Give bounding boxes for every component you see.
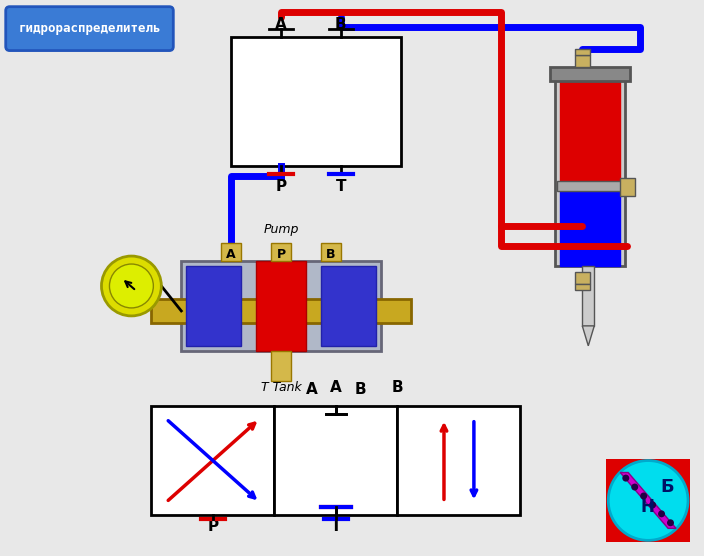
Text: A: A — [275, 17, 287, 32]
Text: P: P — [277, 248, 286, 261]
FancyBboxPatch shape — [6, 7, 173, 51]
Text: T: T — [331, 519, 341, 534]
Circle shape — [658, 510, 665, 517]
Circle shape — [640, 493, 647, 499]
Polygon shape — [620, 473, 676, 528]
Bar — [560, 77, 620, 186]
Bar — [575, 272, 590, 284]
Text: P: P — [275, 178, 287, 193]
Text: A: A — [330, 380, 341, 395]
Circle shape — [109, 264, 153, 308]
Bar — [275, 406, 398, 515]
Bar — [558, 181, 623, 191]
Bar — [575, 284, 590, 290]
Bar — [187, 266, 241, 346]
Circle shape — [631, 484, 639, 490]
Bar — [321, 243, 341, 261]
Bar — [620, 178, 635, 196]
Bar — [271, 351, 291, 381]
Text: B: B — [355, 382, 366, 397]
Bar — [321, 266, 376, 346]
Bar — [555, 77, 625, 266]
Text: гидрораспределитель: гидрораспределитель — [18, 22, 161, 35]
Bar — [606, 459, 690, 542]
Circle shape — [608, 460, 688, 540]
Text: P: P — [207, 519, 218, 534]
Bar — [151, 406, 275, 515]
Bar — [221, 243, 241, 261]
Bar — [575, 54, 590, 67]
Text: T Tank: T Tank — [260, 381, 301, 394]
Text: A: A — [306, 382, 318, 397]
Circle shape — [622, 475, 629, 481]
Circle shape — [649, 502, 656, 508]
Polygon shape — [582, 326, 594, 346]
Bar — [582, 266, 594, 326]
Bar — [398, 406, 520, 515]
Text: B: B — [326, 248, 336, 261]
Circle shape — [101, 256, 161, 316]
Bar — [551, 67, 630, 82]
Text: Б: Б — [660, 479, 674, 497]
Bar — [231, 37, 401, 166]
Circle shape — [667, 519, 674, 527]
Bar — [182, 261, 381, 351]
Bar — [575, 48, 590, 54]
Bar — [151, 299, 410, 323]
Text: A: A — [227, 248, 236, 261]
Bar — [256, 261, 306, 351]
Text: B: B — [335, 17, 346, 32]
Bar — [560, 186, 620, 266]
Text: B: B — [391, 380, 403, 395]
Text: Н: Н — [640, 498, 654, 517]
Text: Pump: Pump — [263, 223, 298, 236]
Bar — [271, 243, 291, 261]
Text: T: T — [336, 178, 346, 193]
